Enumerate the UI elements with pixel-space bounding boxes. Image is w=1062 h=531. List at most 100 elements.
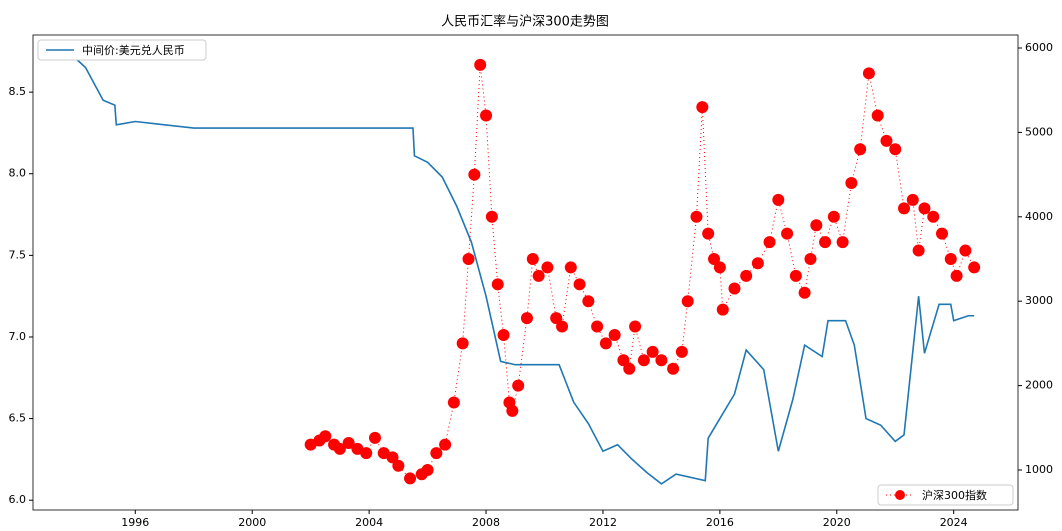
series-dot xyxy=(512,379,525,392)
series-dot xyxy=(681,295,694,308)
series-dot xyxy=(927,210,940,223)
series-dot xyxy=(936,227,949,240)
series-dot xyxy=(819,236,832,249)
x-tick-label: 2012 xyxy=(589,516,617,529)
series-dot xyxy=(573,278,586,291)
series-dot xyxy=(392,459,405,472)
series-dot xyxy=(804,252,817,265)
series-dot xyxy=(968,261,981,274)
series-dot xyxy=(342,436,355,449)
series-dot xyxy=(862,67,875,80)
series-dot xyxy=(591,320,604,333)
series-dot xyxy=(550,312,563,325)
series-dot xyxy=(526,252,539,265)
series-dot xyxy=(836,236,849,249)
series-dot xyxy=(447,396,460,409)
series-dot xyxy=(918,202,931,215)
series-dot xyxy=(360,447,373,460)
y-tick-label: 7.5 xyxy=(9,248,27,261)
series-dot xyxy=(716,303,729,316)
series-dot xyxy=(810,219,823,232)
series-dot xyxy=(696,101,709,114)
y2-tick-label: 1000 xyxy=(1025,463,1053,476)
x-tick-label: 1996 xyxy=(121,516,149,529)
chart-title: 人民币汇率与沪深300走势图 xyxy=(441,14,609,30)
series-dot xyxy=(944,252,957,265)
series-dot xyxy=(667,362,680,375)
series-dot xyxy=(468,168,481,181)
series-connector xyxy=(310,64,975,480)
series-dot xyxy=(480,109,493,122)
series-dot xyxy=(772,193,785,206)
series-dot xyxy=(950,269,963,282)
series-dot xyxy=(889,143,902,156)
series-dot xyxy=(556,320,569,333)
series-dot xyxy=(430,447,443,460)
series-dot xyxy=(623,362,636,375)
series-dot xyxy=(871,109,884,122)
series-dot xyxy=(368,431,381,444)
series-dot xyxy=(541,261,554,274)
plot-frame xyxy=(32,34,1019,511)
y-tick-label: 6.5 xyxy=(9,412,27,425)
y-tick-label: 6.0 xyxy=(9,493,27,506)
y2-tick-label: 5000 xyxy=(1025,125,1053,138)
y2-tick-label: 4000 xyxy=(1025,210,1053,223)
series-dot xyxy=(439,438,452,451)
series-dot xyxy=(497,328,510,341)
legend-swatch-dot xyxy=(895,490,905,500)
series-dot xyxy=(675,345,688,358)
series-dot xyxy=(740,269,753,282)
series-dot xyxy=(906,193,919,206)
series-dot xyxy=(617,354,630,367)
series-dot xyxy=(456,337,469,350)
y-tick-label: 8.0 xyxy=(9,167,27,180)
series-dot xyxy=(520,312,533,325)
series-dot xyxy=(319,430,332,443)
y2-tick-label: 3000 xyxy=(1025,294,1053,307)
series-dot xyxy=(845,177,858,190)
series-dot xyxy=(485,210,498,223)
series-dot xyxy=(751,257,764,270)
series-dot xyxy=(564,261,577,274)
series-dot xyxy=(333,442,346,455)
legend-label: 沪深300指数 xyxy=(922,488,987,502)
x-tick-label: 2000 xyxy=(238,516,266,529)
series-dot xyxy=(690,210,703,223)
series-line xyxy=(65,58,975,485)
series-dot xyxy=(474,58,487,71)
y-tick-label: 7.0 xyxy=(9,330,27,343)
series-dot xyxy=(854,143,867,156)
series-dot xyxy=(708,252,721,265)
x-tick-label: 2024 xyxy=(940,516,968,529)
x-tick-label: 2020 xyxy=(823,516,851,529)
series-dot xyxy=(763,236,776,249)
series-dot xyxy=(713,261,726,274)
series-dot xyxy=(781,227,794,240)
series-dot xyxy=(898,202,911,215)
series-dot xyxy=(728,282,741,295)
y2-tick-label: 6000 xyxy=(1025,41,1053,54)
legend-box xyxy=(877,484,1014,506)
series-dot xyxy=(582,295,595,308)
series-dot xyxy=(798,286,811,299)
legend-label: 中间价:美元兑人民币 xyxy=(82,43,185,57)
series-dot xyxy=(491,278,504,291)
x-tick-label: 2016 xyxy=(706,516,734,529)
series-dot xyxy=(404,472,417,485)
series-dot xyxy=(462,252,475,265)
x-tick-label: 2004 xyxy=(355,516,383,529)
y2-tick-label: 2000 xyxy=(1025,379,1053,392)
series-dot xyxy=(880,134,893,147)
x-tick-label: 2008 xyxy=(472,516,500,529)
series-dot xyxy=(702,227,715,240)
series-dot xyxy=(629,320,642,333)
series-dot xyxy=(421,463,434,476)
legend-box xyxy=(37,39,207,61)
series-dot xyxy=(646,345,659,358)
series-dot xyxy=(827,210,840,223)
series-dot xyxy=(655,354,668,367)
series-dot xyxy=(789,269,802,282)
series-dot xyxy=(637,354,650,367)
